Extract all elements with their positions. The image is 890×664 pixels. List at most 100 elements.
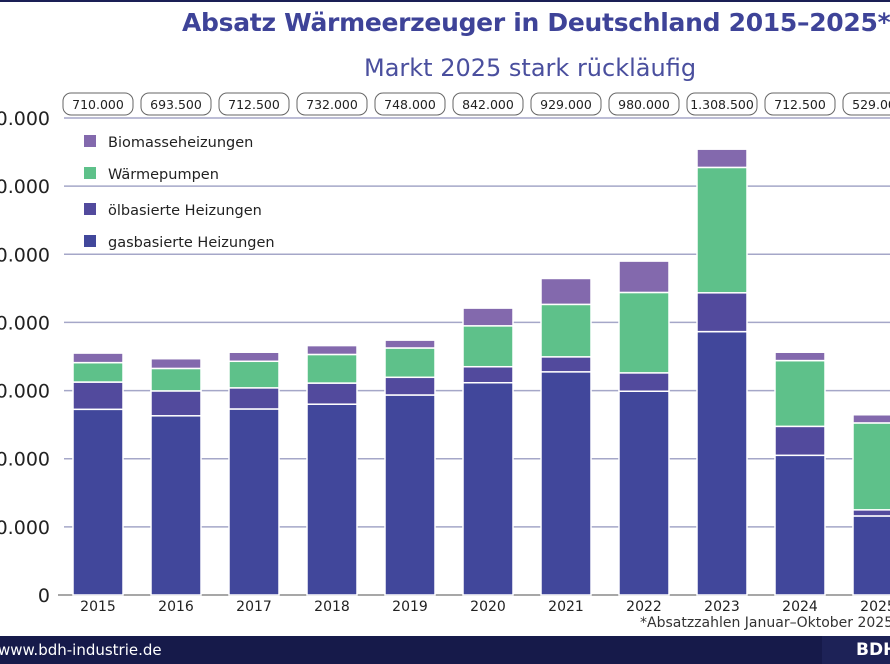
x-tick-label: 2018 bbox=[314, 599, 350, 615]
bar-segment bbox=[384, 376, 436, 396]
y-tick-label: 200.000 bbox=[0, 517, 50, 539]
bar-segment bbox=[462, 365, 514, 384]
bar-segment bbox=[462, 381, 514, 596]
x-tick-label: 2020 bbox=[470, 599, 506, 615]
bar-segment bbox=[774, 351, 826, 362]
y-tick-label: 600.000 bbox=[0, 381, 50, 403]
legend-swatch bbox=[84, 167, 96, 179]
y-tick-label: 1.200.000 bbox=[0, 176, 50, 198]
bar-segment bbox=[72, 381, 124, 411]
y-tick-label: 0 bbox=[38, 585, 50, 607]
total-label-box bbox=[296, 92, 368, 116]
total-label: 732.000 bbox=[306, 97, 358, 112]
bar-segment bbox=[540, 303, 592, 358]
bar-segment bbox=[384, 339, 436, 349]
bar-segment bbox=[618, 390, 670, 596]
y-tick-label: 800.000 bbox=[0, 312, 50, 334]
legend-label: Biomasseheizungen bbox=[108, 135, 253, 151]
bar-segment bbox=[306, 403, 358, 596]
bar-segment bbox=[852, 515, 890, 596]
bar-segment bbox=[774, 359, 826, 428]
bar-segment bbox=[228, 351, 280, 363]
total-label: 842.000 bbox=[462, 97, 514, 112]
legend-label: gasbasierte Heizungen bbox=[108, 235, 275, 251]
bar-segment bbox=[228, 408, 280, 596]
chart-title: Absatz Wärmeerzeuger in Deutschland 2015… bbox=[182, 8, 890, 37]
bar-segment bbox=[72, 408, 124, 596]
bar-segment bbox=[696, 292, 748, 333]
y-tick-label: 1.400.000 bbox=[0, 108, 50, 130]
legend-label: ölbasierte Heizungen bbox=[108, 203, 262, 219]
total-label: 712.500 bbox=[774, 97, 826, 112]
x-tick-label: 2023 bbox=[704, 599, 740, 615]
x-tick-label: 2019 bbox=[392, 599, 428, 615]
bar-segment bbox=[462, 325, 514, 368]
total-label: 710.000 bbox=[72, 97, 124, 112]
y-tick-label: 1.000.000 bbox=[0, 244, 50, 266]
bar-segment bbox=[852, 414, 890, 424]
bar-segment bbox=[306, 344, 358, 356]
legend-swatch bbox=[84, 135, 96, 147]
y-tick-label: 400.000 bbox=[0, 449, 50, 471]
total-label: 748.000 bbox=[384, 97, 436, 112]
legend-label: Wärmepumpen bbox=[108, 167, 219, 183]
total-label-box bbox=[686, 92, 758, 116]
x-tick-label: 2022 bbox=[626, 599, 662, 615]
legend-swatch bbox=[84, 203, 96, 215]
x-tick-label: 2015 bbox=[80, 599, 116, 615]
total-label-box bbox=[218, 92, 290, 116]
bar-segment bbox=[150, 357, 202, 370]
total-label: 980.000 bbox=[618, 97, 670, 112]
total-label-box bbox=[530, 92, 602, 116]
bar-segment bbox=[852, 509, 890, 517]
bar-segment bbox=[696, 166, 748, 294]
bar-segment bbox=[462, 307, 514, 327]
total-label-box bbox=[764, 92, 836, 116]
chart-subtitle: Markt 2025 stark rückläufig bbox=[364, 54, 697, 82]
bar-segment bbox=[150, 367, 202, 392]
bar-segment bbox=[618, 372, 670, 393]
bar-segment bbox=[306, 382, 358, 405]
total-label: 929.000 bbox=[540, 97, 592, 112]
bar-segment bbox=[618, 260, 670, 294]
bar-segment bbox=[228, 360, 280, 389]
legend-swatch bbox=[84, 235, 96, 247]
x-tick-label: 2016 bbox=[158, 599, 194, 615]
footnote: *Absatzzahlen Januar–Oktober 2025 bbox=[640, 615, 890, 631]
total-label-box bbox=[374, 92, 446, 116]
footer-bar: www.bdh-industrie.de BDH bbox=[0, 636, 890, 664]
total-label: 712.500 bbox=[228, 97, 280, 112]
x-tick-label: 2024 bbox=[782, 599, 818, 615]
bar-segment bbox=[228, 387, 280, 410]
total-label-box bbox=[608, 92, 680, 116]
bar-segment bbox=[774, 454, 826, 596]
bar-segment bbox=[384, 394, 436, 596]
bar-segment bbox=[540, 356, 592, 373]
bar-segment bbox=[540, 371, 592, 596]
total-label-box bbox=[452, 92, 524, 116]
bar-segment bbox=[72, 352, 124, 364]
total-label: 693.500 bbox=[150, 97, 202, 112]
x-tick-label: 2021 bbox=[548, 599, 584, 615]
bar-segment bbox=[696, 148, 748, 169]
footer-url[interactable]: www.bdh-industrie.de bbox=[0, 641, 162, 659]
bar-segment bbox=[72, 361, 124, 383]
bar-segment bbox=[150, 390, 202, 417]
bar-segment bbox=[384, 347, 436, 379]
bar-segment bbox=[852, 422, 890, 511]
total-label-box bbox=[842, 92, 890, 116]
x-tick-label: 2017 bbox=[236, 599, 272, 615]
bar-segment bbox=[618, 291, 670, 374]
brand-text: BDH bbox=[856, 640, 890, 660]
bar-segment bbox=[306, 353, 358, 384]
bar-segment bbox=[150, 415, 202, 596]
bar-segment bbox=[696, 330, 748, 596]
x-tick-label: 2025 bbox=[860, 599, 890, 615]
total-label: 529.000 bbox=[852, 97, 890, 112]
total-label-box bbox=[140, 92, 212, 116]
footer-brand-logo: BDH bbox=[822, 636, 890, 664]
total-label: 1.308.500 bbox=[690, 97, 754, 112]
bar-segment bbox=[540, 277, 592, 306]
total-label-box bbox=[62, 92, 134, 116]
